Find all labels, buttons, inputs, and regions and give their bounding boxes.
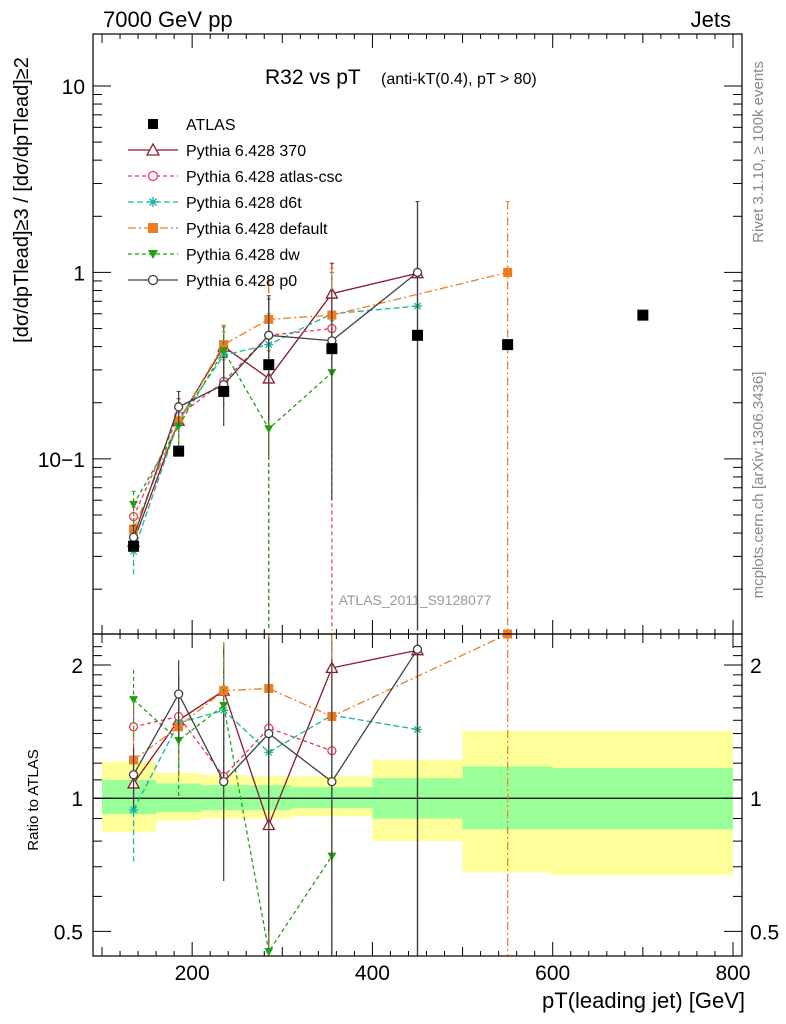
legend-item: Pythia 6.428 370: [128, 142, 306, 160]
x-tick-label: 400: [355, 962, 390, 985]
y-tick-label: 0.5: [54, 921, 83, 944]
legend-item: Pythia 6.428 p0: [128, 273, 297, 290]
legend-label: Pythia 6.428 atlas-csc: [186, 169, 343, 186]
marker: [218, 385, 230, 397]
legend-label: Pythia 6.428 dw: [186, 247, 300, 264]
x-tick-label: 800: [715, 962, 750, 985]
marker: [147, 170, 159, 182]
series-pythia-6-428-p0: [128, 201, 423, 631]
ratio-frame: [92, 633, 743, 957]
marker: [148, 223, 158, 233]
series-line: [132, 648, 419, 783]
chart-marks: [126, 201, 649, 957]
y-tick-label-right: 2: [750, 655, 762, 678]
marker: [128, 540, 140, 552]
series-line: [132, 327, 332, 517]
legend-item: ATLAS: [148, 117, 236, 134]
plot-title-suffix: (anti-kT(0.4), pT > 80): [381, 71, 537, 88]
legend-label: Pythia 6.428 370: [186, 143, 306, 160]
legend: ATLAS Pythia 6.428 370 Pythia 6.428 atlas-…: [128, 117, 343, 290]
marker: [174, 422, 184, 431]
marker: [145, 142, 161, 156]
marker: [173, 402, 184, 412]
marker: [502, 339, 514, 351]
x-tick-label: 200: [175, 962, 210, 985]
mcplots-label: mcplots.cern.ch [arXiv:1306.3436]: [750, 372, 767, 599]
marker: [173, 689, 184, 699]
series-line: [132, 271, 418, 538]
series-line: [133, 715, 333, 778]
legend-item: Pythia 6.428 default: [128, 221, 328, 238]
marker: [219, 347, 229, 356]
marker: [147, 274, 159, 286]
marker: [264, 728, 274, 739]
legend-label: Pythia 6.428 d6t: [186, 195, 302, 212]
marker: [264, 948, 274, 957]
marker: [174, 737, 184, 746]
y-tick-label: 10−1: [38, 449, 85, 472]
series-line: [132, 709, 418, 811]
analysis-label: ATLAS_2011_S9128077: [339, 592, 492, 608]
legend-label: ATLAS: [186, 117, 236, 134]
marker: [128, 770, 139, 780]
x-tick-label: 600: [535, 962, 570, 985]
y-tick-label-right: 0.5: [750, 921, 779, 944]
marker: [264, 425, 274, 434]
header-right: Jets: [691, 7, 731, 32]
series-pythia-6-428-atlas-csc: [128, 271, 337, 631]
marker: [263, 359, 275, 371]
marker: [129, 696, 139, 705]
series-line: [133, 699, 333, 954]
y-tick-label: 1: [71, 788, 83, 811]
marker: [412, 644, 423, 654]
rivet-label: Rivet 3.1.10, ≥ 100k events: [750, 61, 767, 243]
marker: [219, 777, 229, 787]
marker: [503, 267, 513, 277]
series-line: [133, 633, 508, 761]
marker: [412, 329, 423, 341]
legend-item: Pythia 6.428 atlas-csc: [128, 169, 343, 186]
header-left: 7000 GeV pp: [103, 7, 233, 32]
x-axis-label: pT(leading jet) [GeV]: [542, 988, 745, 1013]
marker: [129, 500, 139, 509]
plot-title: R32 vs pT: [265, 66, 361, 89]
legend-label: Pythia 6.428 p0: [186, 273, 297, 290]
series-pythia-6-428-dw: [129, 320, 337, 631]
ratio-axis-label: Ratio to ATLAS: [25, 749, 42, 850]
marker: [219, 701, 229, 710]
series-pythia-6-428-default: [129, 201, 513, 631]
marker: [148, 250, 158, 259]
chart-texts: 200 400 600 800 10−1 1 10 0.5 0.5 1 1 2 2 7000 GeV pp…: [11, 7, 779, 1013]
y-tick-label: 1: [73, 262, 85, 285]
marker: [264, 330, 274, 340]
marker: [148, 119, 158, 129]
series-line: [132, 305, 418, 552]
marker: [129, 805, 139, 815]
y-tick-label: 2: [71, 655, 83, 678]
legend-label: Pythia 6.428 default: [186, 221, 328, 238]
y-tick-label: 10: [62, 76, 85, 99]
series-line: [132, 272, 418, 542]
axes-frames: [92, 33, 743, 957]
series-line: [132, 349, 333, 505]
series-pythia-6-428-370: [126, 201, 425, 631]
y-tick-label-right: 1: [750, 788, 762, 811]
ratio-series-pythia-6-428-p0: [128, 634, 423, 956]
marker: [173, 445, 185, 457]
marker: [148, 197, 158, 207]
marker: [637, 309, 649, 321]
marker: [326, 343, 338, 355]
marker: [327, 777, 337, 787]
series-line: [132, 271, 508, 530]
legend-item: Pythia 6.428 dw: [128, 247, 300, 264]
marker: [128, 532, 139, 542]
legend-item: Pythia 6.428 d6t: [128, 195, 302, 212]
y-axis-label: [dσ/dpTlead]≥3 / [dσ/dpTlead]≥2: [11, 57, 33, 343]
marker: [412, 267, 423, 278]
